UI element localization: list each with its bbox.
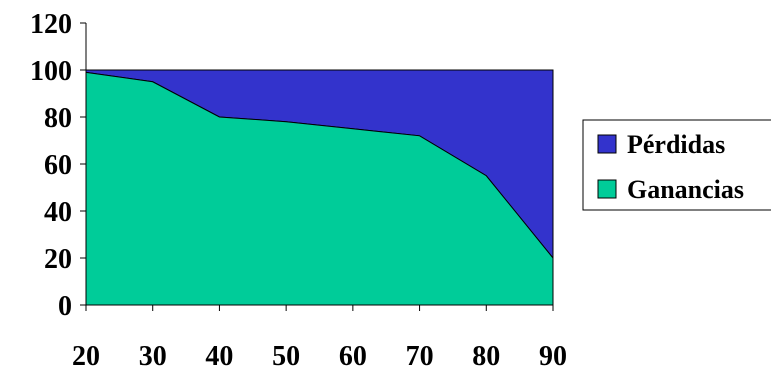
y-tick-label-120: 120 <box>30 9 72 40</box>
y-tick-label-60: 60 <box>44 150 72 181</box>
y-tick-label-20: 20 <box>44 244 72 275</box>
legend-label-perdidas: Pérdidas <box>627 130 725 159</box>
legend-label-ganancias: Ganancias <box>627 175 744 204</box>
x-tick-label-90: 90 <box>539 341 567 370</box>
x-tick-label-70: 70 <box>406 341 434 370</box>
x-tick-label-80: 80 <box>472 341 500 370</box>
y-tick-label-40: 40 <box>44 197 72 228</box>
x-tick-label-50: 50 <box>272 341 300 370</box>
legend: Pérdidas Ganancias <box>582 119 771 211</box>
legend-swatch-perdidas <box>597 134 617 154</box>
x-tick-label-30: 30 <box>139 341 167 370</box>
x-tick-label-40: 40 <box>205 341 233 370</box>
y-tick-label-0: 0 <box>58 291 72 322</box>
x-tick-label-20: 20 <box>72 341 100 370</box>
legend-swatch-ganancias <box>597 179 617 199</box>
x-tick-label-60: 60 <box>339 341 367 370</box>
y-tick-label-80: 80 <box>44 103 72 134</box>
y-tick-label-100: 100 <box>30 56 72 87</box>
plot-area <box>85 69 554 306</box>
